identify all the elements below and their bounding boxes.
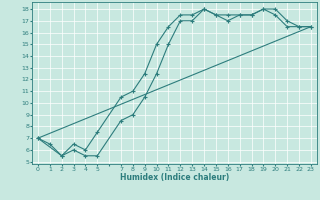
X-axis label: Humidex (Indice chaleur): Humidex (Indice chaleur)	[120, 173, 229, 182]
